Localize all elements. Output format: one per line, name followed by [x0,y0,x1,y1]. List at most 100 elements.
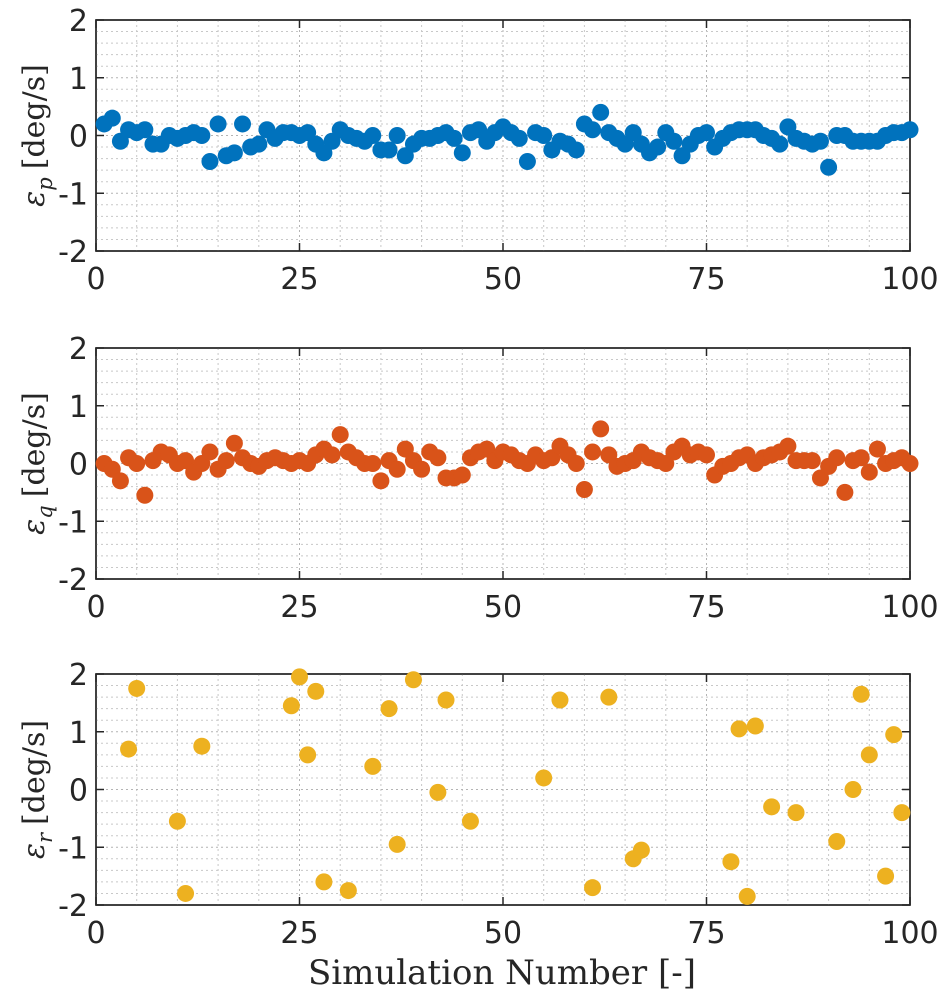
y-tick-label: -2 [58,563,88,598]
data-point [567,141,585,159]
data-point [307,682,325,700]
x-tick-label: 75 [687,916,725,951]
y-axis-label: εp [deg/s] [17,64,57,207]
data-point [103,109,121,127]
data-point [730,720,748,738]
data-point [136,486,154,504]
x-tick-label: 0 [86,262,105,297]
x-tick-label: 75 [687,262,725,297]
y-tick-label: -1 [58,831,88,866]
data-point [567,455,585,472]
data-point [575,480,593,498]
y-axis-label-symbol: ε [17,191,52,207]
data-point [820,158,838,176]
y-axis-label: εq [deg/s] [17,392,57,535]
x-tick-label: 50 [484,262,522,297]
data-point [201,152,219,170]
data-point [803,452,821,470]
data-point [828,449,846,467]
x-tick-label: 100 [881,916,938,951]
data-point [168,812,186,830]
x-tick-label: 100 [881,262,938,297]
data-point [453,144,471,162]
y-tick-label: -1 [58,505,88,540]
data-point [535,127,553,144]
data-point [518,152,536,170]
data-point [299,746,317,764]
data-point [746,717,764,735]
data-point [901,121,919,139]
y-tick-label: 0 [69,120,88,155]
data-point [738,887,756,905]
subplot-epsilon-r: 0 25 50 75 100 2 1 0 -1 -2 εr [deg/s] [17,658,939,951]
y-axis-label-subscript: r [33,831,57,843]
data-point [453,466,471,484]
data-point [234,115,252,133]
y-axis-label-unit: [deg/s] [17,720,52,825]
data-point [811,132,829,150]
y-tick-label: 0 [69,774,88,809]
y-axis-label-symbol: ε [17,843,52,859]
x-tick-label: 0 [86,590,105,625]
data-point [649,138,667,156]
data-point [128,455,146,472]
data-point [282,697,300,715]
data-point [901,455,919,472]
data-point [445,129,463,147]
y-tick-label: 2 [69,332,88,367]
data-point [877,867,895,885]
data-point [551,691,569,709]
data-point [844,781,862,798]
data-point [771,135,789,153]
data-point [388,127,406,144]
data-point [177,884,195,902]
y-axis-label-unit: [deg/s] [17,64,52,169]
data-point [787,804,805,822]
data-point [404,671,422,689]
y-axis-label: εr [deg/s] [17,720,57,859]
data-point [372,472,390,490]
data-point [461,812,479,830]
data-point [779,437,797,455]
data-point [364,127,382,144]
data-point [868,440,886,458]
subplot-epsilon-q: 0 25 50 75 100 2 1 0 -1 -2 εq [deg/s] [17,332,939,625]
data-point [323,446,341,464]
x-axis-label: Simulation Number [-] [308,953,696,993]
data-point [860,746,878,764]
y-axis-label-subscript: q [33,505,57,518]
data-point [665,132,683,150]
data-point [128,679,146,697]
data-point [331,426,349,444]
data-point [893,804,911,822]
data-point [584,879,602,897]
data-point [852,685,870,703]
data-point [429,783,447,801]
data-point [600,688,618,706]
y-tick-label: 2 [69,4,88,39]
data-point [584,121,602,139]
data-point [291,668,308,686]
data-point [413,460,431,478]
y-tick-label: 1 [69,716,88,751]
data-point [193,737,211,755]
data-point [111,472,129,490]
data-point [698,446,715,464]
y-tick-label: 0 [69,448,88,483]
y-axis-label-unit: [deg/s] [17,392,52,497]
data-point [120,740,138,758]
x-tick-label: 25 [280,262,318,297]
y-tick-label: 1 [69,62,88,97]
data-point [380,700,398,718]
y-tick-label: -2 [58,889,88,924]
y-axis-label-symbol: ε [17,519,52,535]
data-point [201,443,219,461]
y-axis-label-subscript: p [33,177,57,190]
data-point [209,115,227,133]
x-tick-label: 25 [280,590,318,625]
y-tick-label: 2 [69,658,88,693]
data-point [136,121,154,139]
data-point [193,127,211,144]
x-tick-label: 75 [687,590,725,625]
